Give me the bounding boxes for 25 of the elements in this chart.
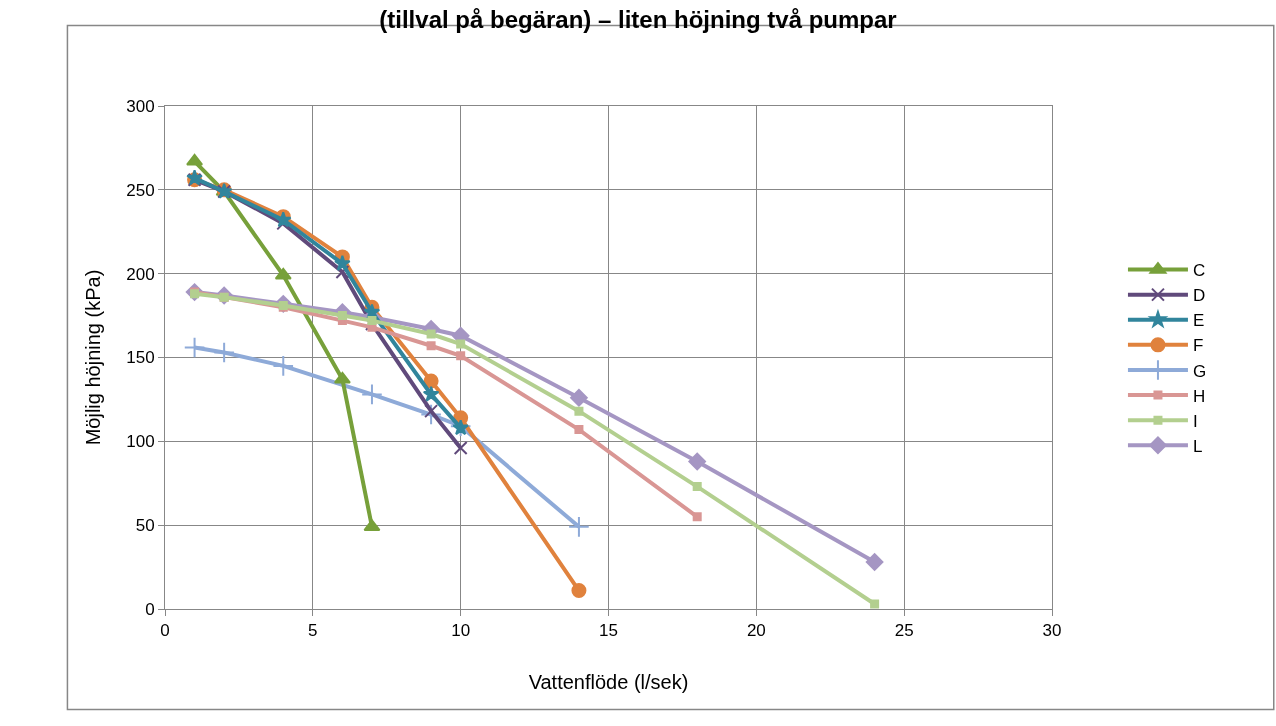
y-axis-title: Möjlig höjning (kPa): [81, 269, 104, 446]
y-tick-label: 250: [126, 180, 155, 200]
y-tick-label: 100: [126, 432, 155, 452]
x-tick-label: 15: [599, 621, 618, 641]
legend-label: G: [1192, 361, 1207, 381]
legend-label: L: [1192, 436, 1203, 456]
legend-label: F: [1192, 336, 1204, 356]
x-tick-label: 0: [160, 621, 170, 641]
x-axis-title: Vattenflöde (l/sek): [528, 670, 689, 693]
x-tick-label: 25: [894, 621, 914, 641]
x-tick-label: 10: [451, 621, 471, 641]
x-tick-label: 5: [308, 621, 318, 641]
legend-label: D: [1192, 286, 1206, 306]
legend-label: H: [1192, 386, 1206, 406]
x-tick-label: 30: [1042, 621, 1062, 641]
chart-title: (tillval på begäran) – liten höjning två pumpar: [379, 5, 897, 33]
y-tick-label: 150: [126, 348, 155, 368]
y-tick-label: 200: [126, 264, 155, 284]
x-tick-label: 20: [746, 621, 766, 641]
legend-label: E: [1192, 311, 1205, 331]
legend-label: I: [1192, 411, 1198, 431]
legend-label: C: [1192, 261, 1206, 281]
y-tick-label: 50: [135, 516, 155, 536]
y-tick-label: 0: [145, 599, 155, 619]
y-tick-label: 300: [126, 96, 155, 116]
